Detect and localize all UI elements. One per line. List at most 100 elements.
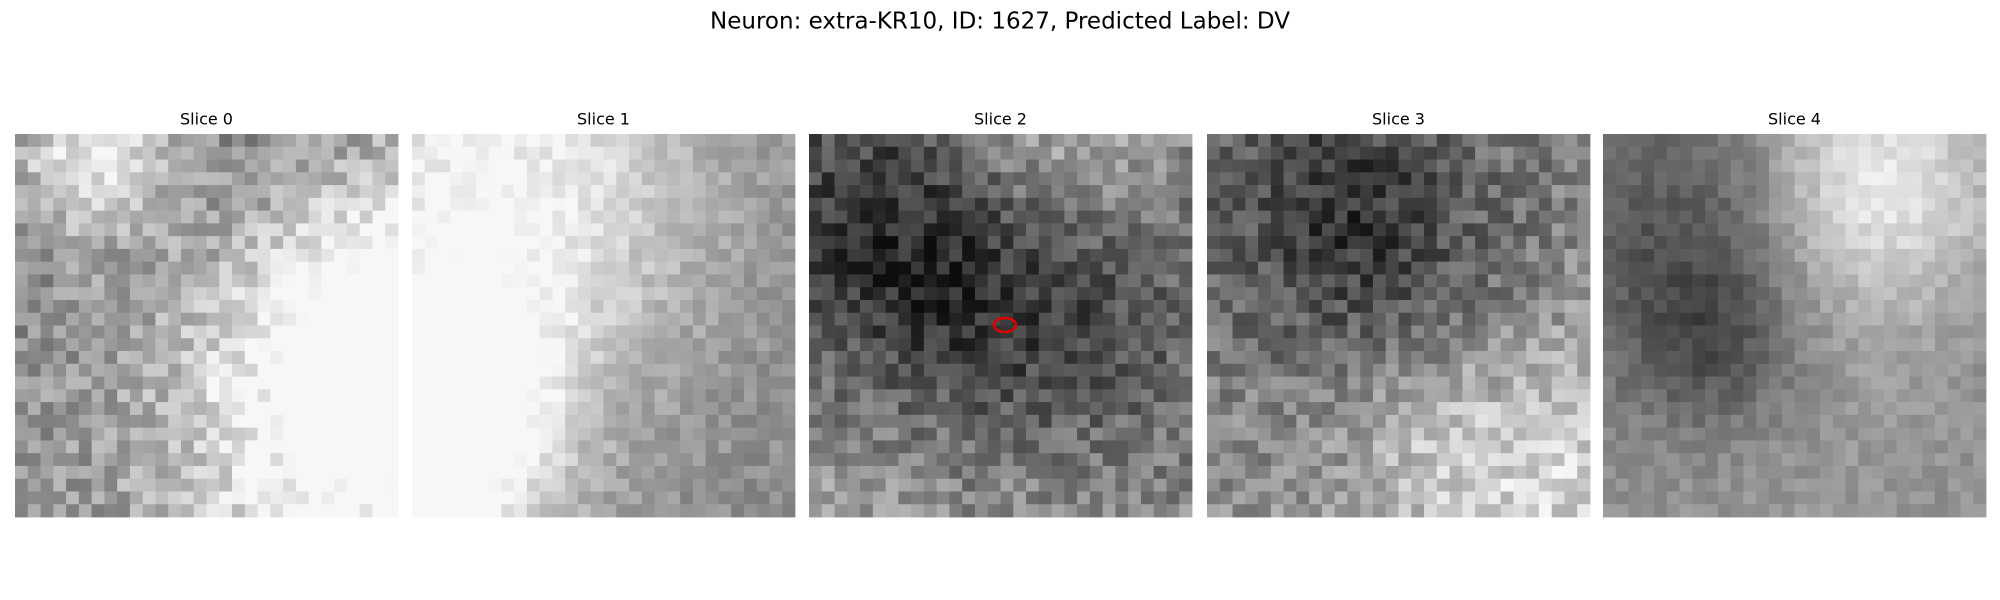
pixel: [756, 351, 770, 365]
pixel: [1219, 465, 1233, 480]
pixel: [1679, 236, 1693, 250]
pixel: [911, 504, 925, 518]
pixel: [295, 146, 310, 160]
pixel: [962, 440, 976, 454]
pixel: [142, 453, 156, 467]
pixel: [1794, 287, 1808, 301]
pixel: [1551, 223, 1565, 237]
pixel: [117, 427, 131, 441]
pixel: [834, 389, 848, 403]
pixel: [117, 325, 131, 339]
pixel: [1128, 491, 1142, 505]
pixel: [1296, 197, 1310, 211]
pixel: [987, 453, 1001, 467]
pixel: [1166, 223, 1180, 237]
pixel: [1960, 299, 1974, 314]
pixel: [1077, 402, 1091, 416]
pixel: [91, 491, 105, 505]
pixel: [359, 274, 373, 288]
pixel: [1207, 312, 1221, 326]
pixel: [40, 389, 54, 403]
pixel: [1883, 376, 1898, 390]
pixel: [1934, 389, 1949, 403]
pixel: [1321, 389, 1336, 403]
pixel: [1641, 351, 1655, 365]
pixel: [488, 312, 502, 326]
pixel: [1641, 287, 1655, 301]
pixel: [463, 274, 477, 288]
pixel: [1334, 414, 1348, 429]
pixel: [1398, 427, 1412, 441]
pixel: [1462, 351, 1476, 365]
pixel: [1922, 351, 1936, 365]
pixel: [1115, 491, 1129, 505]
pixel: [450, 338, 464, 352]
pixel: [308, 210, 322, 224]
pixel: [1000, 261, 1014, 275]
pixel: [641, 363, 655, 377]
pixel: [1960, 223, 1974, 237]
pixel: [1334, 491, 1348, 505]
pixel: [1347, 465, 1361, 480]
pixel: [385, 453, 399, 467]
pixel: [1615, 210, 1629, 224]
pixel: [437, 376, 451, 390]
pixel: [590, 197, 604, 211]
pixel: [1871, 402, 1885, 416]
pixel: [743, 465, 758, 480]
pixel: [1538, 491, 1553, 505]
pixel: [424, 453, 438, 467]
pixel: [1128, 248, 1142, 263]
pixel: [1871, 236, 1885, 250]
pixel: [1947, 146, 1961, 160]
pixel: [1960, 312, 1974, 326]
pixel: [437, 223, 451, 237]
pixel: [283, 491, 297, 505]
pixel: [1411, 351, 1425, 365]
pixel: [1258, 427, 1272, 441]
pixel: [705, 363, 719, 377]
pixel: [463, 504, 477, 518]
pixel: [129, 236, 144, 250]
pixel: [1475, 389, 1489, 403]
pixel: [718, 185, 732, 199]
pixel: [1270, 376, 1284, 390]
pixel: [1858, 274, 1872, 288]
pixel: [962, 134, 976, 148]
pixel: [680, 402, 694, 416]
pixel: [667, 261, 681, 275]
pixel: [1973, 338, 1987, 352]
pixel: [1934, 363, 1949, 377]
pixel: [219, 504, 233, 518]
pixel: [526, 159, 541, 173]
pixel: [552, 351, 566, 365]
pixel: [1179, 197, 1193, 211]
pixel: [1347, 134, 1361, 148]
pixel: [1207, 389, 1221, 403]
pixel: [936, 274, 950, 288]
pixel: [1526, 210, 1540, 224]
pixel: [1973, 172, 1987, 186]
pixel: [923, 453, 938, 467]
pixel: [1013, 210, 1027, 224]
pixel: [295, 376, 310, 390]
pixel: [1564, 287, 1578, 301]
pixel: [603, 325, 617, 339]
pixel: [117, 172, 131, 186]
pixel: [1641, 478, 1655, 492]
pixel: [974, 402, 989, 416]
pixel: [1424, 172, 1438, 186]
pixel: [1973, 491, 1987, 505]
pixel: [847, 274, 861, 288]
pixel: [743, 248, 758, 263]
pixel: [692, 134, 707, 148]
pixel: [385, 146, 399, 160]
pixel: [1179, 172, 1193, 186]
pixel: [936, 172, 950, 186]
pixel: [1128, 134, 1142, 148]
pixel: [475, 299, 489, 314]
pixel: [629, 299, 643, 314]
pixel: [1283, 172, 1297, 186]
pixel: [1077, 236, 1091, 250]
pixel: [295, 172, 310, 186]
